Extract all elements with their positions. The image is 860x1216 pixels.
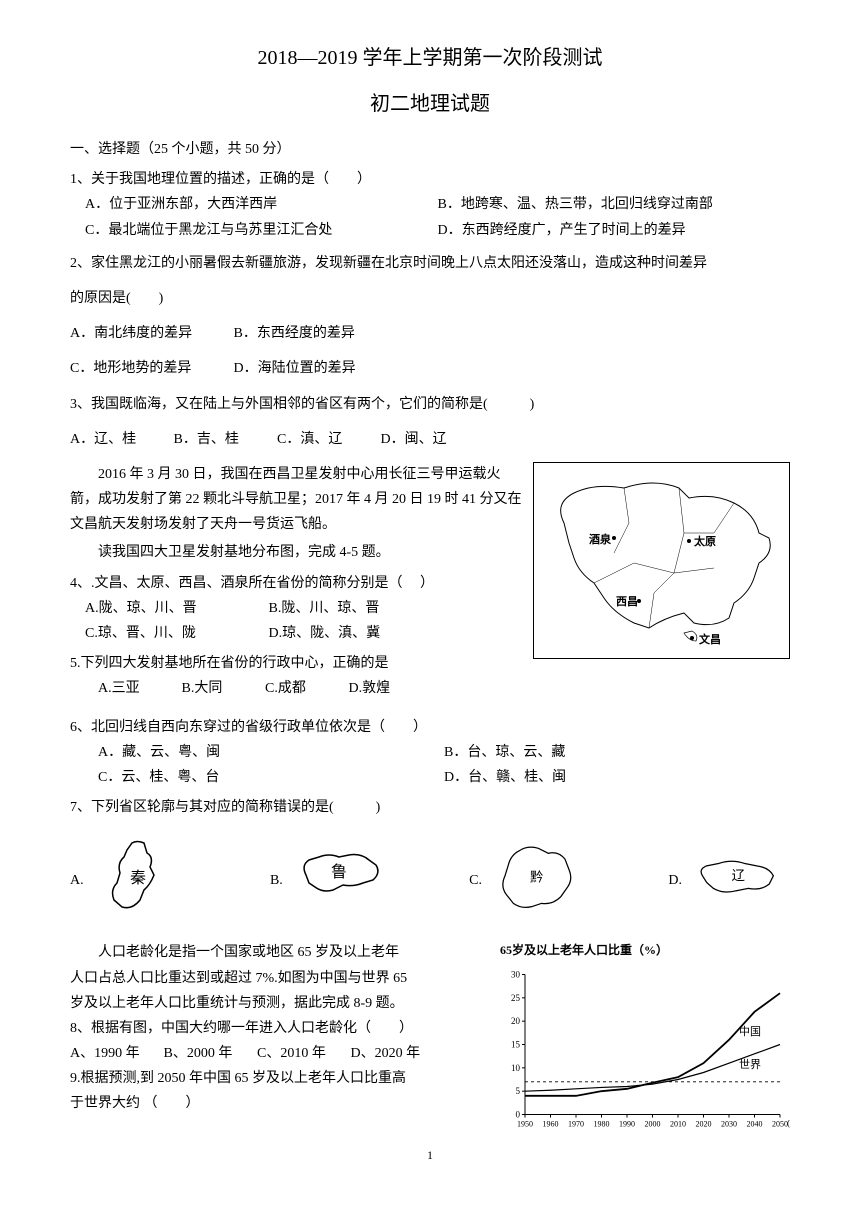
svg-text:1970: 1970 <box>568 1119 584 1128</box>
svg-text:10: 10 <box>511 1063 521 1073</box>
q5-opt-a: A.三亚 <box>98 676 178 701</box>
question-2: 2、家住黑龙江的小丽暑假去新疆旅游，发现新疆在北京时间晚上八点太阳还没落山，造成… <box>70 251 790 382</box>
context-2-l2: 人口占总人口比重达到或超过 7%.如图为中国与世界 65 <box>70 966 490 991</box>
q8-opt-c: C、2010 年 <box>257 1041 347 1066</box>
q1-opt-d: D．东西跨经度广，产生了时间上的差异 <box>438 218 791 243</box>
qian-label: 黔 <box>530 870 543 885</box>
q1-opt-a: A．位于亚洲东部，大西洋西岸 <box>85 192 438 217</box>
q7-opt-c-label: C. <box>469 868 482 893</box>
map-label-xichang: 西昌 <box>616 593 638 613</box>
question-1: 1、关于我国地理位置的描述，正确的是（ ） A．位于亚洲东部，大西洋西岸 B．地… <box>70 167 790 243</box>
svg-text:2040: 2040 <box>747 1119 763 1128</box>
q6-opt-b: B．台、琼、云、藏 <box>444 740 790 765</box>
context-2-l1: 人口老龄化是指一个国家或地区 65 岁及以上老年 <box>70 940 490 965</box>
q6-opt-a: A．藏、云、粤、闽 <box>98 740 444 765</box>
svg-text:1990: 1990 <box>619 1119 635 1128</box>
question-6: 6、北回归线自西向东穿过的省级行政单位依次是（ ） A．藏、云、粤、闽 B．台、… <box>70 715 790 791</box>
svg-text:30: 30 <box>511 969 521 979</box>
svg-text:中国: 中国 <box>739 1025 761 1038</box>
map-label-taiyuan: 太原 <box>694 533 716 553</box>
q1-opt-c: C．最北端位于黑龙江与乌苏里江汇合处 <box>85 218 438 243</box>
svg-text:2020: 2020 <box>696 1119 712 1128</box>
chart-svg: 5 10 15 20 25 30 01950 1960 1970 1980 1990 2000 2010… <box>500 962 790 1142</box>
svg-text:1980: 1980 <box>594 1119 610 1128</box>
map-label-wenchang: 文昌 <box>699 631 721 651</box>
shandong-shape: 鲁 <box>291 835 391 925</box>
svg-text:2030: 2030 <box>721 1119 737 1128</box>
aging-chart: 65岁及以上老年人口比重（%） 510152025300195019601970… <box>500 940 790 1120</box>
question-3: 3、我国既临海，又在陆上与外国相邻的省区有两个，它们的简称是( ) A．辽、桂 … <box>70 392 790 452</box>
q8-opt-b: B、2000 年 <box>164 1041 254 1066</box>
q3-opt-a: A．辽、桂 <box>70 427 170 452</box>
q2-opt-a: A．南北纬度的差异 <box>70 321 230 346</box>
q8-text: 8、根据有图，中国大约哪一年进入人口老龄化（ ） <box>70 1016 490 1041</box>
q6-opt-c: C．云、桂、粤、台 <box>98 765 444 790</box>
svg-text:世界: 世界 <box>739 1058 761 1071</box>
svg-text:15: 15 <box>511 1039 521 1049</box>
q5-opt-b: B.大同 <box>182 676 262 701</box>
q7-text: 7、下列省区轮廓与其对应的简称错误的是( ) <box>70 795 790 820</box>
document-title: 2018—2019 学年上学期第一次阶段测试 <box>70 40 790 76</box>
q3-opt-d: D．闽、辽 <box>381 427 481 452</box>
q7-opt-a-label: A. <box>70 868 84 893</box>
q6-text: 6、北回归线自西向东穿过的省级行政单位依次是（ ） <box>70 715 790 740</box>
svg-text:25: 25 <box>511 993 521 1003</box>
svg-text:（年）: （年） <box>782 1118 790 1128</box>
q2-opt-c: C．地形地势的差异 <box>70 356 230 381</box>
shaanxi-shape: 秦 <box>92 835 192 925</box>
china-map: 酒泉 太原 西昌 文昌 <box>533 462 790 659</box>
q4-opt-a: A.陇、琼、川、晋 <box>85 596 265 621</box>
map-svg <box>534 463 789 658</box>
chart-title: 65岁及以上老年人口比重（%） <box>500 940 790 962</box>
svg-text:1960: 1960 <box>543 1119 559 1128</box>
q7-opt-b-label: B. <box>270 868 283 893</box>
province-c: C. 黔 <box>469 835 590 925</box>
q9-text: 9.根据预测,到 2050 年中国 65 岁及以上老年人口比重高 <box>70 1066 490 1091</box>
svg-text:5: 5 <box>516 1086 521 1096</box>
q1-opt-b: B．地跨寒、温、热三带，北回归线穿过南部 <box>438 192 791 217</box>
question-7: 7、下列省区轮廓与其对应的简称错误的是( ) <box>70 795 790 820</box>
q3-opt-b: B．吉、桂 <box>174 427 274 452</box>
lu-label: 鲁 <box>331 863 347 881</box>
q4-opt-c: C.琼、晋、川、陇 <box>85 621 265 646</box>
province-shapes-row: A. 秦 B. 鲁 C. 黔 D. 辽 <box>70 835 790 925</box>
q8-opt-d: D、2020 年 <box>351 1041 441 1066</box>
context-2-l3: 岁及以上老年人口比重统计与预测，据此完成 8-9 题。 <box>70 991 490 1016</box>
q2-text: 2、家住黑龙江的小丽暑假去新疆旅游，发现新疆在北京时间晚上八点太阳还没落山，造成… <box>70 251 790 276</box>
q3-text: 3、我国既临海，又在陆上与外国相邻的省区有两个，它们的简称是( ) <box>70 392 790 417</box>
section-1-header: 一、选择题（25 个小题，共 50 分） <box>70 137 790 162</box>
q1-text: 1、关于我国地理位置的描述，正确的是（ ） <box>70 167 790 192</box>
yunnan-shape: 黔 <box>490 835 590 925</box>
svg-text:2000: 2000 <box>645 1119 661 1128</box>
q8-9-block: 人口老龄化是指一个国家或地区 65 岁及以上老年 人口占总人口比重达到或超过 7… <box>70 940 790 1120</box>
svg-text:1950: 1950 <box>517 1119 533 1128</box>
qin-label: 秦 <box>130 869 146 887</box>
document-subtitle: 初二地理试题 <box>70 86 790 122</box>
province-b: B. 鲁 <box>270 835 391 925</box>
q2-opt-d: D．海陆位置的差异 <box>234 356 356 381</box>
q6-opt-d: D．台、赣、桂、闽 <box>444 765 790 790</box>
q8-opt-a: A、1990 年 <box>70 1041 160 1066</box>
q4-opt-b: B.陇、川、琼、晋 <box>269 596 380 621</box>
province-d: D. 辽 <box>668 835 790 925</box>
svg-text:0: 0 <box>516 1109 521 1119</box>
q7-opt-d-label: D. <box>668 868 682 893</box>
map-label-jiuquan: 酒泉 <box>589 531 611 551</box>
q5-opt-d: D.敦煌 <box>349 676 429 701</box>
province-a: A. 秦 <box>70 835 192 925</box>
q3-opt-c: C．滇、辽 <box>277 427 377 452</box>
q5-opt-c: C.成都 <box>265 676 345 701</box>
q9-text2: 于世界大约 （ ） <box>70 1091 490 1116</box>
q2-opt-b: B．东西经度的差异 <box>234 321 355 346</box>
liaoning-shape: 辽 <box>690 835 790 925</box>
svg-text:2010: 2010 <box>670 1119 686 1128</box>
liao-label: 辽 <box>732 868 745 883</box>
svg-text:20: 20 <box>511 1016 521 1026</box>
q4-opt-d: D.琼、陇、滇、冀 <box>269 621 381 646</box>
q2-text2: 的原因是( ) <box>70 286 790 311</box>
